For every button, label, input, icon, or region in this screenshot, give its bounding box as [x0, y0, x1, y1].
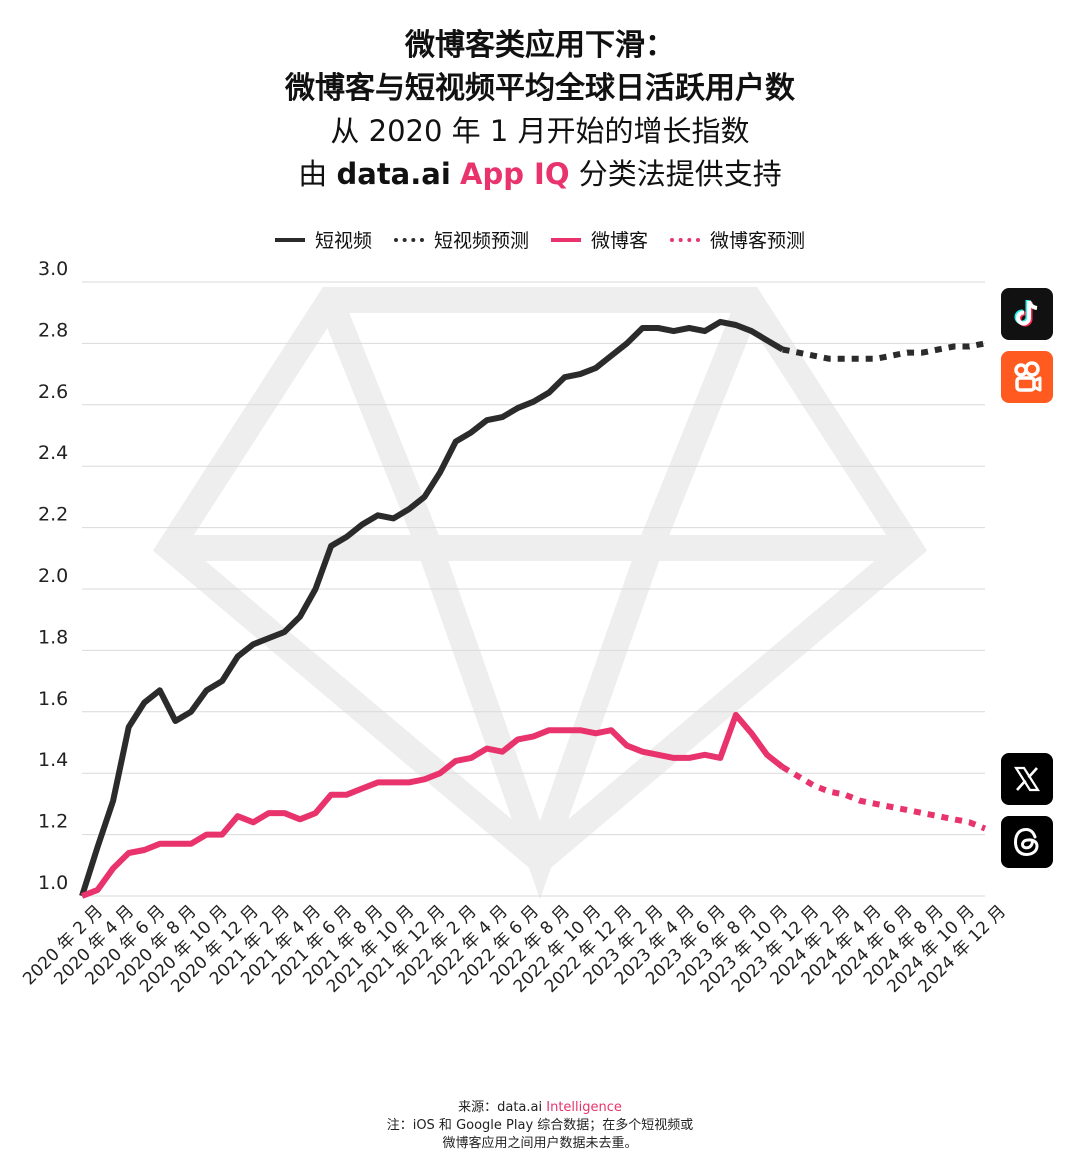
legend-label-microblog-forecast: 微博客预测	[710, 230, 806, 252]
line-chart: 1.0 1.2 1.4 1.6 1.8 2.0 2.2 2.4 2.6 2.8 3.0 2020 年…	[19, 258, 1010, 997]
x-twitter-icon	[1001, 753, 1053, 805]
chart-title-line1: 微博客类应用下滑：	[405, 28, 675, 63]
y-tick-label: 2.2	[38, 504, 68, 526]
subtitle-brand: data.ai	[336, 157, 451, 191]
grid-lines	[82, 281, 985, 897]
series-short-video-line	[79, 318, 785, 897]
series-microblog-forecast-line	[781, 764, 987, 832]
chart-subtitle-line1: 从 2020 年 1 月开始的增长指数	[330, 114, 750, 148]
legend-item-microblog: 微博客	[551, 226, 648, 253]
legend-swatch-microblog	[551, 237, 581, 242]
y-tick-label: 1.8	[38, 626, 68, 648]
threads-icon	[1001, 816, 1053, 868]
y-axis-tick-labels: 1.0 1.2 1.4 1.6 1.8 2.0 2.2 2.4 2.6 2.8 3.0	[38, 258, 68, 894]
subtitle-prefix: 由	[298, 157, 328, 191]
y-tick-label: 1.4	[38, 749, 68, 771]
y-tick-label: 2.0	[38, 565, 68, 587]
y-tick-label: 1.6	[38, 688, 68, 710]
tiktok-icon	[1001, 288, 1053, 340]
y-tick-label: 2.6	[38, 381, 68, 403]
footer-note-line2: 微博客应用之间用户数据未去重。	[442, 1136, 638, 1151]
footer-note-line1: 注：iOS 和 Google Play 综合数据；在多个短视频或	[386, 1118, 694, 1133]
legend-item-short-video: 短视频	[274, 226, 372, 253]
subtitle-suffix: 分类法提供支持	[578, 157, 782, 191]
watermark-diamond-logo	[152, 287, 928, 900]
subtitle-accent: App IQ	[460, 157, 570, 191]
footer-source-brand: data.ai	[497, 1100, 543, 1115]
y-tick-label: 3.0	[38, 258, 68, 280]
series-lines	[79, 318, 987, 899]
series-microblog-line	[80, 711, 785, 899]
legend-label-microblog: 微博客	[591, 230, 649, 252]
chart-title-block: 微博客类应用下滑： 微博客与短视频平均全球日活跃用户数 从 2020 年 1 月…	[0, 24, 1080, 196]
footer-source: 来源：data.ai Intelligence	[0, 1099, 1080, 1117]
chart-subtitle-line2: 由 data.ai App IQ 分类法提供支持	[0, 153, 1080, 196]
y-tick-label: 1.0	[38, 872, 68, 894]
legend-swatch-short-video	[274, 237, 305, 242]
y-tick-label: 2.8	[38, 319, 68, 341]
chart-title-line2: 微博客与短视频平均全球日活跃用户数	[285, 71, 795, 106]
y-tick-label: 1.2	[38, 811, 68, 833]
legend-swatch-short-video-forecast	[393, 237, 424, 242]
legend-item-microblog-forecast: 微博客预测	[670, 226, 805, 253]
footer-source-prefix: 来源：	[458, 1100, 498, 1115]
legend-label-short-video-forecast: 短视频预测	[433, 230, 529, 252]
chart-footer: 来源：data.ai Intelligence 注：iOS 和 Google P…	[0, 1099, 1080, 1153]
y-tick-label: 2.4	[38, 442, 68, 464]
chart-legend: 短视频 短视频预测 微博客 微博客预测	[0, 226, 1080, 253]
legend-swatch-microblog-forecast	[670, 237, 701, 242]
kuaishou-icon	[1001, 351, 1053, 403]
series-short-video-forecast-line	[782, 340, 986, 362]
footer-source-accent: Intelligence	[546, 1100, 622, 1115]
legend-label-short-video: 短视频	[314, 230, 372, 252]
legend-item-short-video-forecast: 短视频预测	[393, 226, 529, 253]
